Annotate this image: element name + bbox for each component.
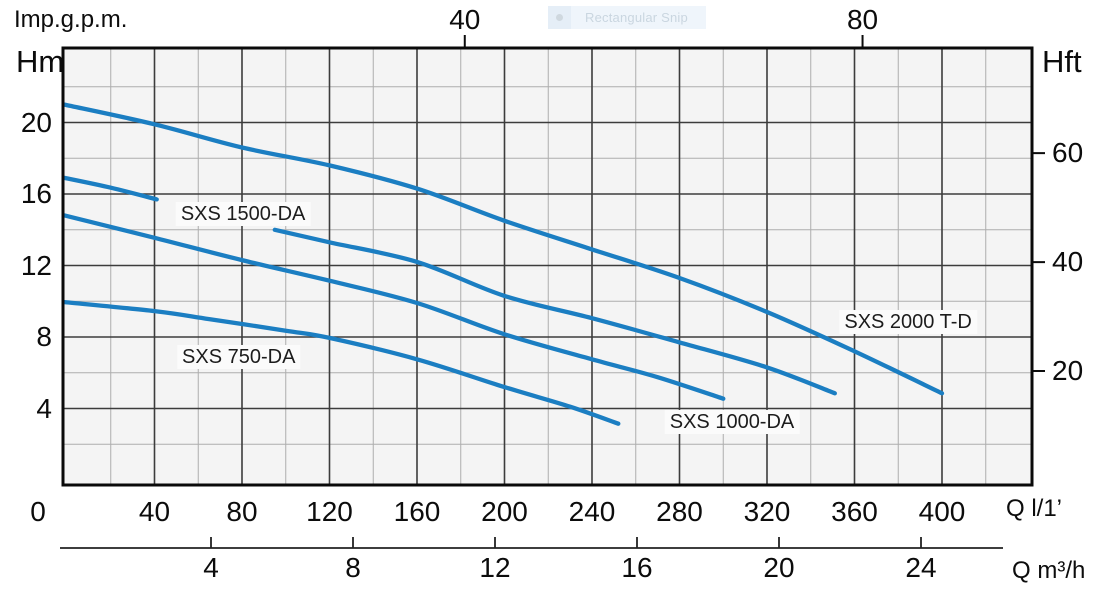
m3h-tick-label: 4 [203,552,219,583]
curve-segment [272,227,837,396]
curve-label-sxs-750-da: SXS 750-DA [177,345,301,370]
y-left-tick-label: 12 [20,249,52,281]
m3h-tick-label: 8 [345,552,361,583]
x-bottom-tick-label: 360 [831,496,878,527]
plot-background [63,48,1032,485]
x-top-tick-label: 80 [846,4,879,35]
snip-tooltip-label: Rectangular Snip [585,10,688,25]
head-unit-ft-label: Hft [1042,44,1082,79]
y-left-tick-label: 8 [36,321,52,352]
curve-label-sxs-1500-da: SXS 1500-DA [175,202,311,227]
flow-unit-lmin-label: Q l/1’ [1006,495,1063,522]
x-bottom-tick-label: 160 [393,496,441,527]
plot-border [61,46,1034,487]
curve-segment [62,213,726,401]
x-bottom-tick-label: 120 [306,496,353,527]
m3h-tick-label: 24 [905,552,937,583]
x-bottom-tick-label: 40 [138,496,171,527]
y-right-tick-label: 60 [1052,137,1084,169]
m3h-tick-label: 12 [479,552,511,583]
curve-segment [62,299,621,426]
curve-segment [62,175,159,202]
pump-curve-sxs-750-da [62,299,621,426]
snip-tooltip: Rectangular Snip [548,6,706,29]
pump-curve-sxs-1000-da [62,213,726,401]
curve-label-sxs-1000-da: SXS 1000-DA [664,409,800,434]
curve-segment [62,102,945,396]
pump-curve-sxs-2000-t-d [62,102,945,396]
flow-unit-gpm-label: Imp.g.p.m. [14,6,128,33]
x-top-tick-label: 40 [449,4,481,35]
snip-tooltip-icon-cell [548,6,571,29]
m3h-tick-label: 20 [763,552,795,583]
x-bottom-tick-label: 320 [743,496,791,527]
x-bottom-tick-label: 200 [481,496,528,527]
m3h-tick-label: 16 [621,552,653,583]
y-left-tick-label: 20 [20,106,52,138]
axis-tick-marks [463,35,1045,373]
x-bottom-tick-label: 80 [226,496,258,527]
x-bottom-tick-label: 0 [30,496,46,527]
y-right-tick-label: 20 [1052,355,1084,387]
y-left-tick-label: 4 [36,392,52,424]
grid-major-lines [63,48,1032,485]
curve-label-sxs-2000-t-d: SXS 2000 T-D [839,309,977,334]
circle-icon [556,14,563,21]
head-unit-m-label: Hm [16,44,65,79]
y-left-tick-label: 16 [20,178,52,209]
pump-curve-sxs-1500-da [62,175,837,396]
x-bottom-tick-label: 280 [656,496,703,527]
x-bottom-tick-label: 240 [568,496,616,527]
m3h-axis [60,537,1003,549]
flow-unit-m3h-label: Q m³/h [1012,557,1086,584]
y-right-tick-label: 40 [1052,246,1084,278]
grid-minor-lines [63,48,1032,485]
x-bottom-tick-label: 400 [918,496,966,527]
